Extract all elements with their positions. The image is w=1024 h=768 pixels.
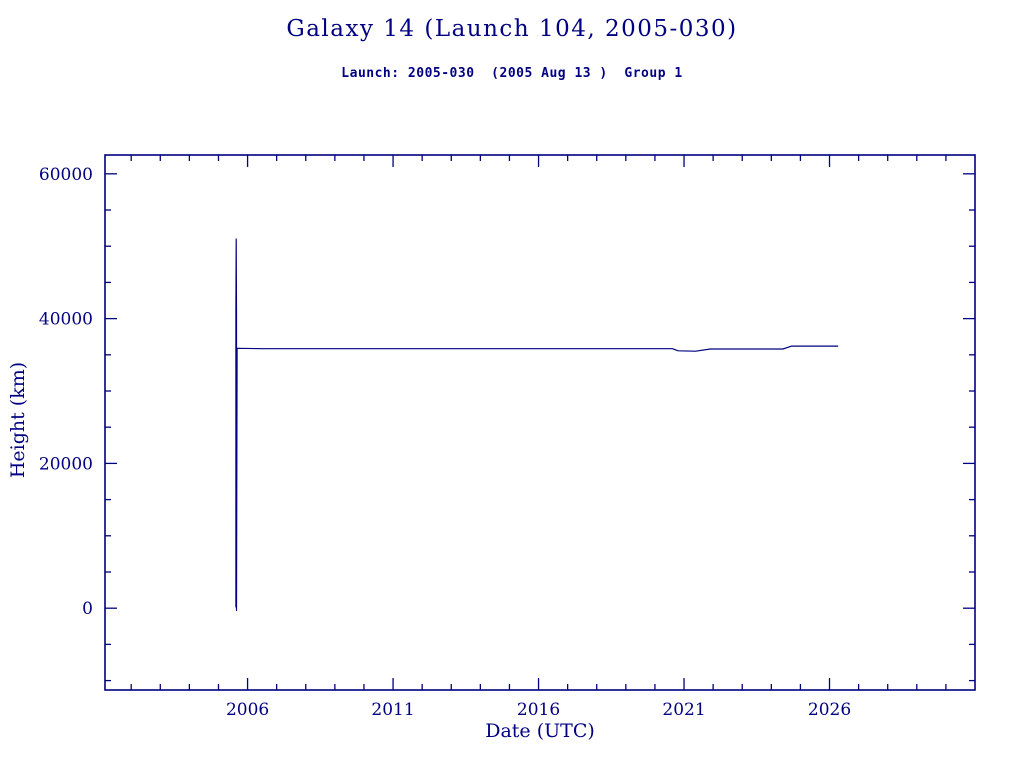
x-axis-label: Date (UTC) [485, 720, 595, 742]
x-tick-label: 2026 [808, 700, 851, 720]
y-tick-label: 60000 [39, 165, 93, 185]
x-tick-label: 2021 [662, 700, 705, 720]
chart-title: Galaxy 14 (Launch 104, 2005-030) [286, 16, 738, 42]
y-tick-label: 20000 [39, 454, 93, 474]
plot-frame [104, 154, 976, 691]
x-tick-label: 2011 [371, 700, 414, 720]
series-line [235, 238, 839, 612]
x-tick-label: 2006 [226, 700, 269, 720]
y-axis-label: Height (km) [7, 361, 29, 479]
y-tick-label: 40000 [39, 310, 93, 330]
chart-subtitle: Launch: 2005-030 (2005 Aug 13 ) Group 1 [341, 66, 683, 81]
y-tick-label: 0 [82, 599, 93, 619]
x-tick-label: 2016 [517, 700, 560, 720]
